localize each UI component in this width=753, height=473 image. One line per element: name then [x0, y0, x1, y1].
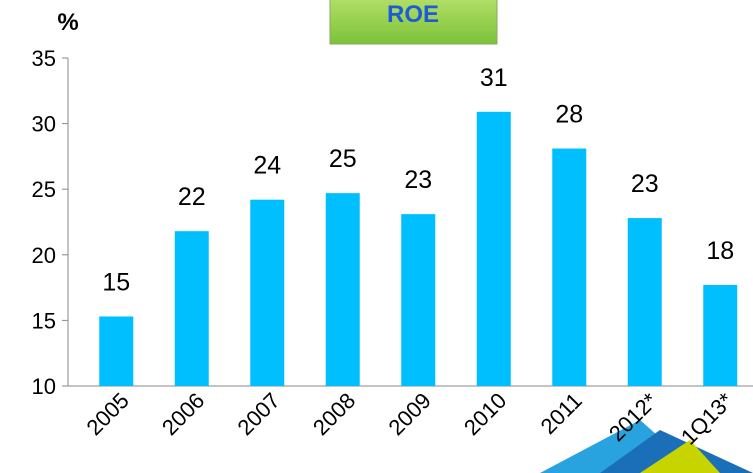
y-tick-label: 25 — [32, 177, 56, 202]
x-tick-label: 2005 — [81, 388, 133, 440]
x-tick-label: 2010 — [459, 388, 511, 440]
y-axis-unit: % — [57, 9, 78, 36]
value-label: 18 — [706, 237, 734, 265]
x-tick-label: 1Q13* — [676, 388, 738, 450]
x-tick-label: 2011 — [536, 388, 587, 439]
y-tick-label: 10 — [32, 374, 56, 399]
value-label: 23 — [404, 166, 432, 194]
bar — [703, 285, 737, 386]
value-label: 24 — [253, 152, 281, 180]
decoration — [540, 420, 753, 473]
bar — [401, 214, 435, 386]
value-label: 31 — [480, 64, 508, 92]
bar — [326, 193, 360, 386]
chart-title: ROE — [387, 1, 439, 28]
y-tick-label: 30 — [32, 112, 56, 137]
x-tick-label: 2008 — [308, 388, 360, 440]
bar — [175, 231, 209, 386]
x-tick-label: 2006 — [157, 388, 209, 440]
y-tick-label: 15 — [32, 308, 56, 333]
y-tick-label: 35 — [32, 46, 56, 71]
bar — [552, 149, 586, 386]
chart: ROE % 10 15 20 25 30 35 15 2005 22 2006 24 2007 25 20… — [0, 0, 753, 473]
bar — [99, 316, 133, 386]
value-label: 22 — [178, 183, 206, 211]
value-label: 28 — [555, 101, 583, 129]
value-label: 25 — [329, 145, 357, 173]
bar — [250, 200, 284, 386]
x-tick-label: 2009 — [383, 388, 435, 440]
value-label: 15 — [102, 268, 130, 296]
y-tick-label: 20 — [32, 243, 56, 268]
value-label: 23 — [631, 170, 659, 198]
bar — [477, 112, 511, 386]
bar — [628, 218, 662, 386]
x-tick-label: 2007 — [232, 388, 284, 440]
